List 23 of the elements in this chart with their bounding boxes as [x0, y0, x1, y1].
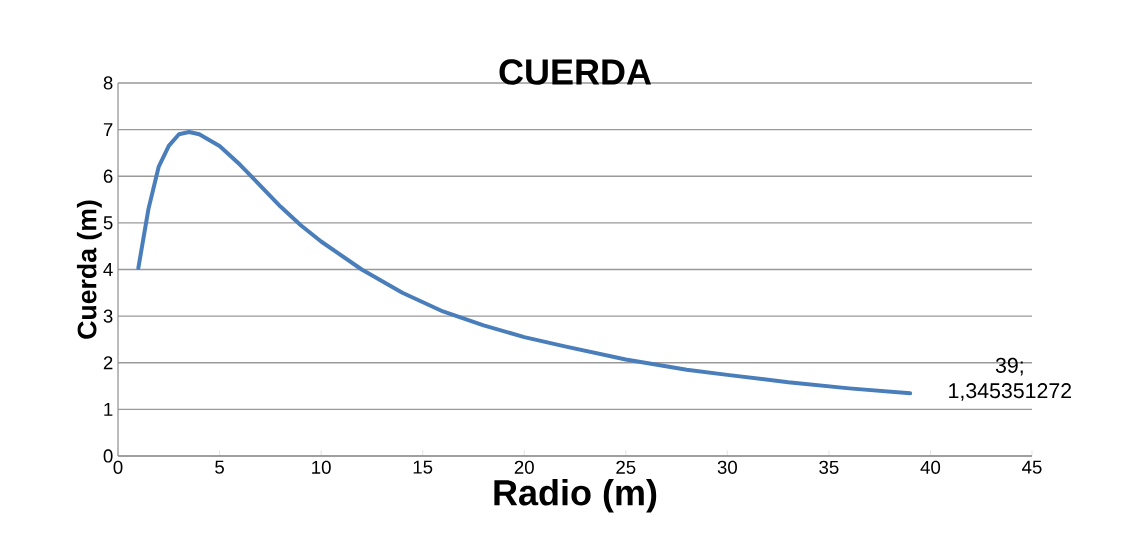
- x-tick-label: 45: [1022, 460, 1042, 474]
- x-axis-title: Radio (m): [494, 479, 657, 513]
- y-tick-label: 1: [104, 402, 113, 416]
- y-tick-label: 4: [103, 263, 113, 276]
- chart-title: CUERDA: [499, 59, 652, 85]
- y-tick-label: 0: [103, 449, 113, 463]
- x-tick-label: 10: [312, 460, 331, 474]
- y-tick-label: 2: [103, 356, 113, 370]
- y-tick-label: 7: [103, 123, 113, 137]
- x-tick-label: 20: [514, 460, 534, 474]
- x-tick-label: 25: [616, 460, 636, 474]
- x-tick-label: 15: [413, 460, 433, 474]
- x-tick-label: 5: [215, 460, 224, 474]
- y-tick-label: 3: [103, 309, 113, 323]
- y-axis-title: Cuerda (m): [76, 200, 102, 339]
- y-tick-label: 5: [103, 216, 113, 230]
- x-tick-label: 30: [717, 460, 737, 474]
- x-tick-label: 35: [819, 460, 839, 474]
- annotation: 39; 1,345351272: [949, 357, 1072, 401]
- y-tick-label: 8: [103, 76, 113, 90]
- x-tick-label: 40: [920, 460, 941, 474]
- x-tick-label: 0: [113, 460, 123, 474]
- y-tick-label: 6: [103, 169, 113, 183]
